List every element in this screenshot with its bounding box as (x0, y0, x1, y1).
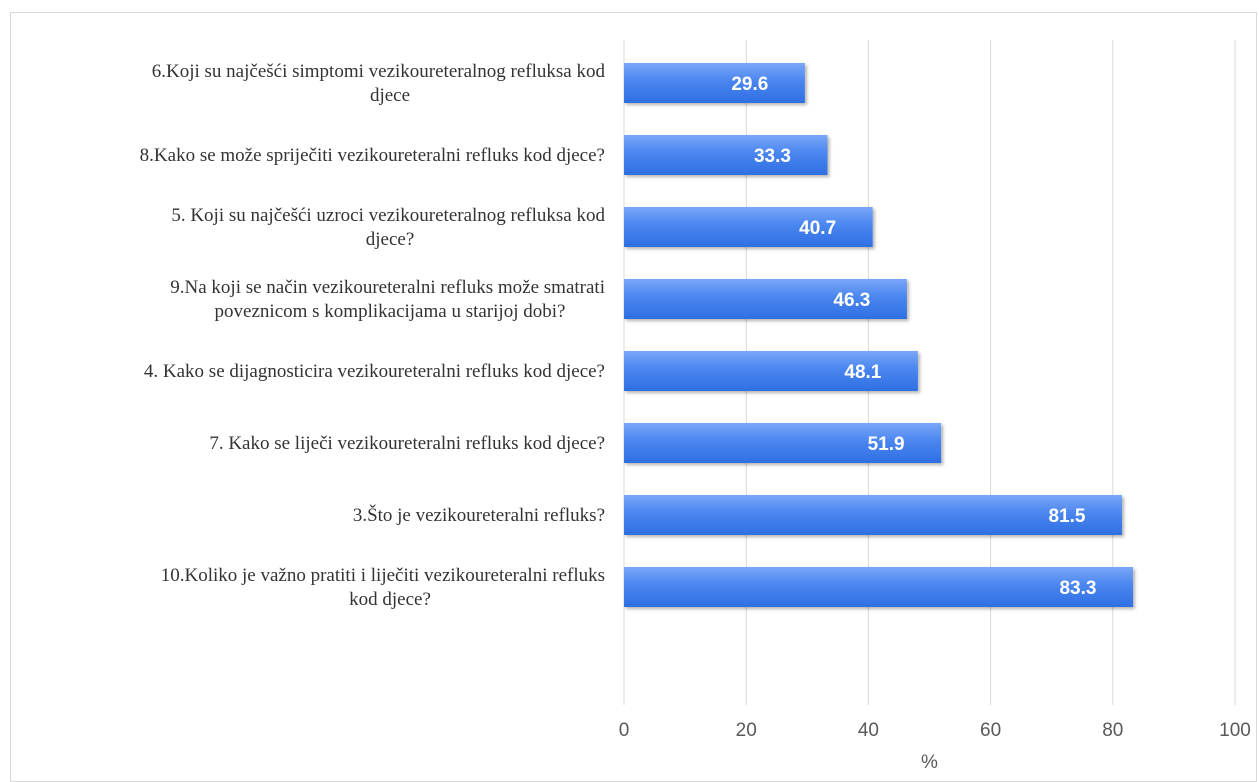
bar-3 (624, 207, 873, 247)
x-tick-label-60: 60 (980, 720, 1001, 741)
x-tick-label-100: 100 (1219, 720, 1251, 741)
category-label-line: 9.Na koji se način vezikoureteralni refl… (170, 277, 605, 298)
data-label-8: 83.3 (1059, 578, 1096, 599)
x-axis-title: % (921, 752, 938, 772)
category-label-line: djece (370, 85, 410, 106)
x-tick-label-20: 20 (736, 720, 757, 741)
category-label-line: poveznicom s komplikacijama u starijoj d… (215, 301, 566, 322)
category-label-7: 3.Što je vezikoureteralni refluks? (353, 504, 605, 526)
category-label-1: 6.Koji su najčešći simptomi vezikoureter… (152, 61, 606, 106)
x-tick-label-0: 0 (619, 720, 630, 741)
category-label-line: 4. Kako se dijagnosticira vezikoureteral… (144, 361, 605, 382)
category-label-6: 7. Kako se liječi vezikoureteralni reflu… (209, 433, 605, 454)
x-tick-label-40: 40 (858, 720, 879, 741)
data-label-6: 51.9 (868, 434, 905, 455)
category-label-line: 5. Koji su najčešći uzroci vezikouretera… (171, 205, 605, 226)
category-label-line: 10.Koliko je važno pratiti i liječiti ve… (161, 565, 605, 586)
data-label-5: 48.1 (844, 362, 881, 383)
category-label-line: 6.Koji su najčešći simptomi vezikoureter… (152, 61, 606, 82)
data-label-3: 40.7 (799, 218, 836, 239)
category-label-3: 5. Koji su najčešći uzroci vezikouretera… (171, 205, 605, 250)
category-label-line: 3.Što je vezikoureteralni refluks? (353, 504, 605, 526)
category-label-8: 10.Koliko je važno pratiti i liječiti ve… (161, 565, 605, 610)
category-label-5: 4. Kako se dijagnosticira vezikoureteral… (144, 361, 605, 382)
bar-6 (624, 423, 942, 463)
data-label-1: 29.6 (731, 74, 768, 95)
data-label-4: 46.3 (833, 290, 870, 311)
bar-8 (624, 567, 1133, 607)
category-label-line: 7. Kako se liječi vezikoureteralni reflu… (209, 433, 605, 454)
category-label-line: djece? (366, 229, 415, 250)
x-tick-labels: 0 20 40 60 80 100 (619, 720, 1251, 741)
bar-4 (624, 279, 907, 319)
data-label-2: 33.3 (754, 146, 791, 167)
category-label-2: 8.Kako se može spriječiti vezikoureteral… (140, 145, 605, 166)
bar-5 (624, 351, 918, 391)
bars: 29.6 33.3 40.7 46.3 48.1 51.9 81.5 83.3 (624, 63, 1133, 607)
bar-2 (624, 135, 828, 175)
category-label-line: kod djece? (349, 589, 431, 610)
category-label-line: 8.Kako se može spriječiti vezikoureteral… (140, 145, 605, 166)
category-labels: 6.Koji su najčešći simptomi vezikoureter… (140, 61, 606, 610)
category-label-4: 9.Na koji se način vezikoureteralni refl… (170, 277, 605, 322)
bar-1 (624, 63, 805, 103)
data-label-7: 81.5 (1048, 506, 1085, 527)
bar-7 (624, 495, 1122, 535)
x-tick-label-80: 80 (1102, 720, 1123, 741)
